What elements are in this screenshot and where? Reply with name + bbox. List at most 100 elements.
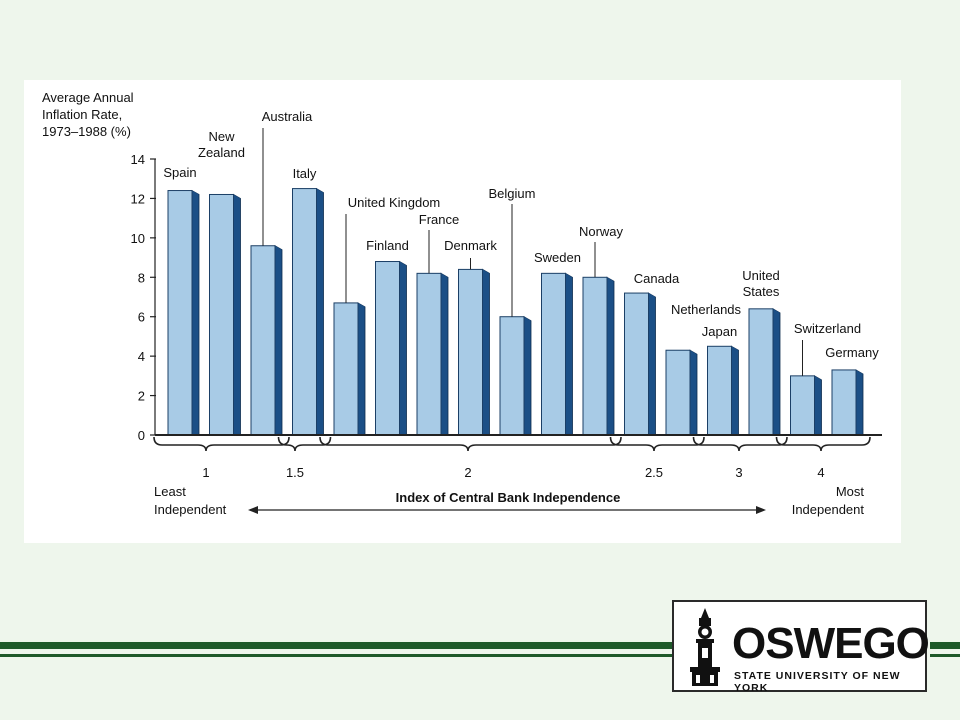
category-label: Australia	[262, 109, 313, 124]
bar-side	[233, 193, 241, 436]
clock-tower-icon	[690, 608, 720, 686]
logo-wordmark: OSWEGO	[732, 619, 930, 668]
bar-side	[440, 272, 449, 436]
bar	[831, 369, 864, 436]
arrow-right-icon	[756, 506, 766, 514]
category-label: Finland	[366, 238, 409, 253]
oswego-logo: OSWEGO STATE UNIVERSITY OF NEW YORK	[672, 600, 930, 694]
group-braces	[153, 436, 871, 452]
footer-rule-thin-right	[930, 654, 960, 657]
bar-side	[814, 375, 822, 436]
footer-rule	[0, 640, 960, 664]
category-label: France	[419, 212, 459, 227]
bar-front	[167, 190, 193, 436]
y-tick-label: 0	[138, 428, 145, 443]
label-leader-lines	[262, 128, 803, 376]
bar-front	[250, 245, 276, 436]
category-label: Netherlands	[671, 302, 742, 317]
category-label: Norway	[579, 224, 624, 239]
category-label: Japan	[702, 324, 737, 339]
inflation-bar-chart: Average Annual Inflation Rate, 1973–1988…	[42, 90, 882, 517]
group-brace	[692, 436, 788, 452]
bar-side	[399, 260, 407, 436]
chart-panel: Average Annual Inflation Rate, 1973–1988…	[24, 80, 901, 543]
logo-subtitle: STATE UNIVERSITY OF NEW YORK	[734, 670, 901, 694]
category-label: United Kingdom	[348, 195, 441, 210]
group-labels: 1 1.5 2 2.5 3 4	[202, 465, 824, 480]
y-tick-label: 10	[131, 231, 145, 246]
bar-side	[316, 187, 324, 436]
bar	[250, 245, 283, 436]
bar	[292, 187, 324, 436]
bar	[167, 189, 200, 436]
bar-side	[191, 189, 200, 436]
y-axis-ticks: 0 2 4 6 8 10 12 14	[131, 152, 156, 443]
bar-side	[565, 272, 573, 436]
group-label: 2.5	[645, 465, 663, 480]
bar-side	[855, 369, 864, 436]
y-axis-label-line-3: 1973–1988 (%)	[42, 124, 131, 139]
footer-rule-thin	[0, 654, 672, 657]
bar-side	[606, 276, 615, 436]
bar-front	[416, 272, 442, 436]
bar	[333, 302, 366, 436]
footer-rule-thick-right	[930, 642, 960, 649]
bar-front	[707, 345, 732, 436]
bar-front	[375, 261, 400, 436]
bar-front	[748, 308, 774, 436]
footer-rule-thick	[0, 642, 672, 649]
bar-side	[648, 292, 656, 436]
bar-side	[731, 345, 739, 436]
bar-front	[333, 302, 359, 436]
bar-side	[689, 349, 698, 436]
y-tick-label: 12	[131, 191, 145, 206]
independence-scale: Least Independent Most Independent Index…	[154, 484, 864, 517]
group-label: 3	[735, 465, 742, 480]
category-label: Belgium	[489, 186, 536, 201]
most-label-line-2: Independent	[792, 502, 865, 517]
bar	[707, 345, 739, 436]
bar	[375, 260, 407, 436]
arrow-left-icon	[248, 506, 258, 514]
least-label-line-1: Least	[154, 484, 186, 499]
bar-front	[458, 268, 483, 436]
bar-front	[292, 188, 317, 436]
bar-side	[482, 268, 490, 436]
category-label: Spain	[163, 165, 196, 180]
bar-side	[357, 302, 366, 436]
bar	[624, 292, 656, 436]
bar-front	[665, 349, 691, 436]
bar	[665, 349, 698, 436]
y-axis-label-line-2: Inflation Rate,	[42, 107, 122, 122]
bar	[458, 268, 490, 436]
least-label-line-2: Independent	[154, 502, 227, 517]
group-label: 2	[464, 465, 471, 480]
bar-front	[790, 375, 815, 436]
group-brace	[775, 436, 871, 452]
category-label: Switzerland	[794, 321, 861, 336]
bar-side	[523, 316, 532, 436]
group-label: 1	[202, 465, 209, 480]
group-brace	[609, 436, 705, 452]
bar	[541, 272, 573, 436]
bar	[582, 276, 615, 436]
category-label: Germany	[825, 345, 879, 360]
group-brace	[319, 436, 622, 452]
y-tick-label: 2	[138, 389, 145, 404]
bar-front	[582, 276, 608, 436]
bars	[167, 187, 864, 436]
y-tick-label: 4	[138, 349, 145, 364]
y-axis-label-line-1: Average Annual	[42, 90, 134, 105]
y-tick-label: 8	[138, 270, 145, 285]
group-brace	[153, 436, 290, 452]
y-tick-label: 6	[138, 310, 145, 325]
x-axis-title: Index of Central Bank Independence	[396, 490, 621, 505]
category-label: Sweden	[534, 250, 581, 265]
category-label: New Zealand	[198, 129, 245, 160]
y-axis-label: Average Annual Inflation Rate, 1973–1988…	[42, 90, 134, 139]
bar	[748, 308, 781, 436]
bar-front	[499, 316, 525, 436]
bar-front	[541, 272, 566, 436]
category-label: United States	[742, 268, 780, 299]
